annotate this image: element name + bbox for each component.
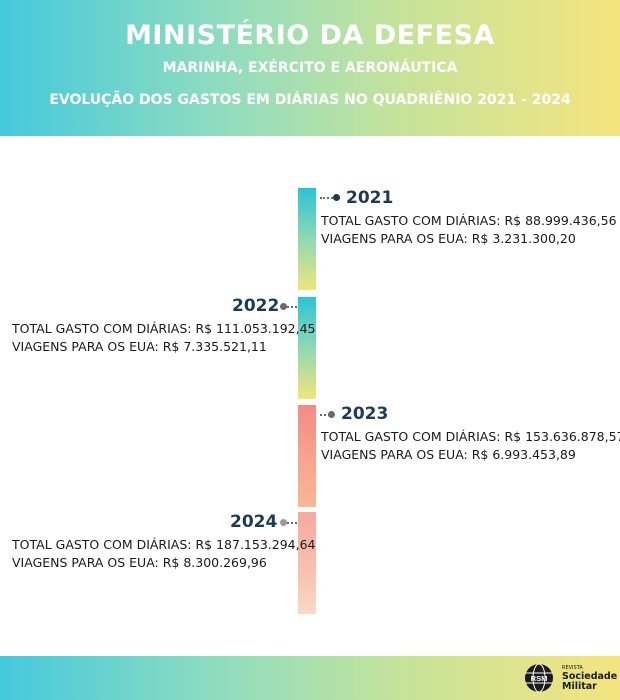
logo-name-line1: Sociedade	[562, 671, 618, 682]
eua-text-2023: VIAGENS PARA OS EUA: R$ 6.993.453,89	[321, 447, 576, 462]
timeline-segment-2024	[298, 512, 316, 614]
eua-text-2024: VIAGENS PARA OS EUA: R$ 8.300.269,96	[12, 555, 267, 570]
timeline-segment-2023	[298, 405, 316, 507]
marker-dot-2021	[333, 194, 340, 201]
year-label-2021: 2021	[346, 188, 394, 208]
eua-text-2021: VIAGENS PARA OS EUA: R$ 3.231.300,20	[321, 231, 576, 246]
connector-dots-2024	[287, 522, 297, 524]
logo-name: Sociedade Militar	[562, 672, 617, 692]
logo-caption: REVISTA	[562, 665, 583, 671]
connector-dots-2021	[320, 197, 340, 199]
total-text-2023: TOTAL GASTO COM DIÁRIAS: R$ 153.636.878,…	[321, 429, 620, 444]
year-label-2024: 2024	[230, 512, 278, 532]
marker-dot-2024	[280, 519, 287, 526]
total-text-2021: TOTAL GASTO COM DIÁRIAS: R$ 88.999.436,5…	[321, 213, 617, 228]
timeline-segment-2021	[298, 188, 316, 290]
brand-logo: RSM REVISTA Sociedade Militar	[522, 662, 617, 694]
timeline-segment-2022	[298, 297, 316, 399]
page-subtitle-2: EVOLUÇÃO DOS GASTOS EM DIÁRIAS NO QUADRI…	[49, 92, 571, 108]
year-label-2023: 2023	[341, 404, 389, 424]
eua-text-2022: VIAGENS PARA OS EUA: R$ 7.335.521,11	[12, 339, 267, 354]
marker-dot-2023	[328, 411, 335, 418]
globe-icon-text: RSM	[531, 674, 548, 683]
year-label-2022: 2022	[232, 296, 280, 316]
footer-banner: RSM REVISTA Sociedade Militar	[0, 656, 620, 700]
globe-icon: RSM	[525, 663, 553, 693]
page-title: MINISTÉRIO DA DEFESA	[125, 20, 495, 51]
total-text-2024: TOTAL GASTO COM DIÁRIAS: R$ 187.153.294,…	[12, 537, 316, 552]
logo-name-line2: Militar	[562, 681, 597, 692]
connector-dots-2023	[320, 414, 330, 416]
marker-dot-2022	[280, 303, 287, 310]
connector-dots-2022	[287, 306, 297, 308]
page-subtitle: MARINHA, EXÉRCITO E AERONÁUTICA	[162, 60, 458, 76]
header-banner: MINISTÉRIO DA DEFESA MARINHA, EXÉRCITO E…	[0, 0, 620, 136]
total-text-2022: TOTAL GASTO COM DIÁRIAS: R$ 111.053.192,…	[12, 321, 316, 336]
